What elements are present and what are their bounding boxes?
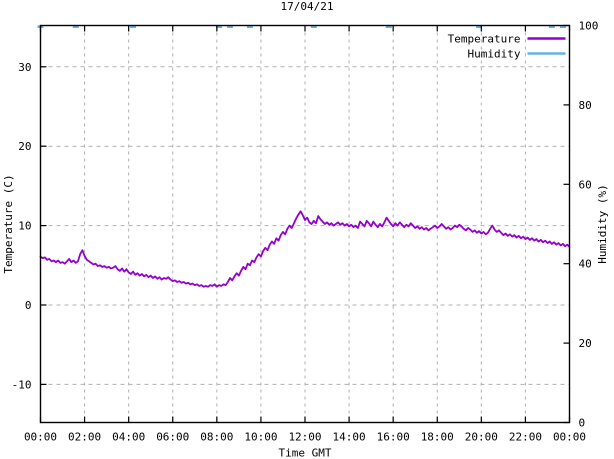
x-tick-label: 16:00: [377, 431, 410, 444]
left-tick-label: -10: [12, 378, 32, 391]
x-tick-label: 12:00: [288, 431, 321, 444]
top-axis-ticks: [39, 25, 571, 32]
bottom-axis-ticks: [39, 416, 571, 423]
right-tick-label: 20: [579, 337, 592, 350]
left-tick-label: 20: [18, 140, 31, 153]
y-axis-label-humidity: Humidity (%): [596, 184, 609, 263]
y-axis-label-temperature: Temperature (C): [2, 174, 15, 273]
x-tick-label: 00:00: [24, 431, 57, 444]
left-axis-ticks: [40, 66, 47, 385]
x-tick-label: 02:00: [68, 431, 101, 444]
bottom-axis-tick-labels: 00:00 02:00 04:00 06:00 08:00 10:00 12:00 14:00…: [24, 431, 586, 444]
left-tick-label: 0: [25, 299, 32, 312]
x-tick-label: 10:00: [244, 431, 277, 444]
x-tick-label: 20:00: [465, 431, 498, 444]
x-tick-label: 06:00: [156, 431, 189, 444]
horizontal-gridlines: [40, 66, 570, 385]
x-tick-label: 18:00: [421, 431, 454, 444]
left-tick-label: 10: [18, 220, 31, 233]
chart-title: 17/04/21: [280, 0, 334, 13]
right-tick-label: 0: [579, 417, 586, 430]
right-axis-ticks: [563, 24, 570, 424]
x-axis-label: Time GMT: [279, 447, 332, 459]
right-tick-label: 80: [579, 99, 592, 112]
right-tick-label: 100: [579, 20, 599, 33]
x-tick-label: 08:00: [200, 431, 233, 444]
legend-label-humidity: Humidity: [468, 48, 521, 61]
chart-legend: Temperature Humidity: [448, 33, 566, 61]
left-tick-label: 30: [18, 61, 31, 74]
x-tick-label: 22:00: [509, 431, 542, 444]
legend-label-temperature: Temperature: [448, 33, 521, 46]
right-tick-label: 60: [579, 178, 592, 191]
x-tick-label: 14:00: [333, 431, 366, 444]
x-tick-label: 04:00: [112, 431, 145, 444]
right-axis-tick-labels: 0 20 40 60 80 100: [579, 20, 599, 430]
x-tick-label: 00:00: [553, 431, 586, 444]
left-axis-tick-labels: -10 0 10 20 30: [12, 61, 32, 392]
vertical-gridlines: [84, 25, 526, 423]
right-tick-label: 40: [579, 258, 592, 271]
temperature-series: [39, 210, 571, 288]
